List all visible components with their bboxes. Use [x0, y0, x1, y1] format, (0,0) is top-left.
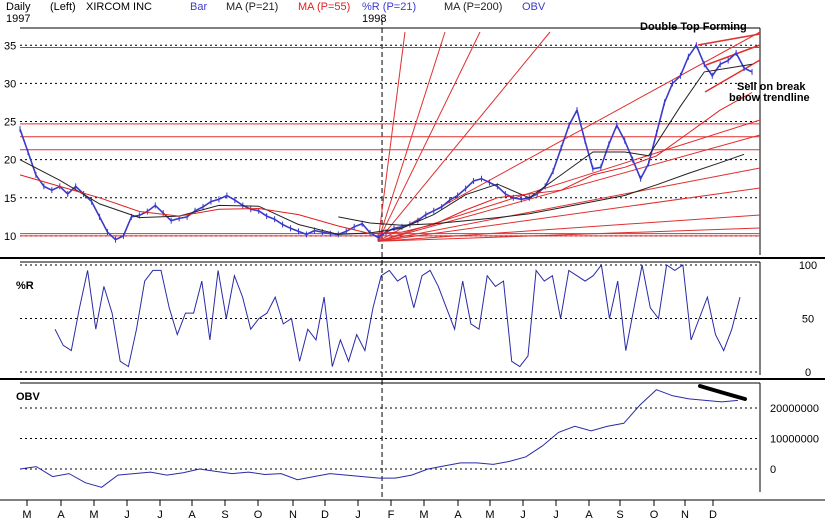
x-tick-label: D: [321, 509, 329, 521]
x-tick-label: A: [454, 509, 462, 521]
x-tick-label: O: [254, 509, 263, 521]
double-top-annotation: Double Top Forming: [640, 21, 747, 33]
obv-tick-label: 10000000: [770, 434, 819, 446]
fan-line: [377, 31, 406, 242]
x-tick-label: M: [419, 509, 428, 521]
fan-line: [378, 227, 761, 242]
ma21-legend: MA (P=21): [226, 1, 278, 13]
x-tick-label: A: [188, 509, 196, 521]
obv-series: [19, 384, 747, 488]
sell-annotation-line1: Sell on break: [737, 81, 806, 93]
fan-line: [377, 31, 481, 242]
x-tick-label: J: [520, 509, 526, 521]
period-label: Daily: [6, 1, 31, 13]
x-tick-label: O: [650, 509, 659, 521]
pr-line: [54, 263, 741, 368]
obv-trend-marker: [698, 384, 747, 401]
x-tick-label: N: [681, 509, 689, 521]
panel-frames: [0, 20, 825, 501]
price-tick-label: 30: [4, 78, 16, 90]
pr-axis-ticks: 100 50 0: [799, 260, 817, 379]
price-series-line: [19, 43, 753, 241]
price-tick-label: 20: [4, 155, 16, 167]
x-tick-label: J: [355, 509, 361, 521]
trend-line: [704, 59, 761, 93]
trend-line: [697, 33, 761, 46]
fan-line: [377, 134, 761, 242]
x-tick-label: J: [124, 509, 130, 521]
sell-annotation-line2: below trendline: [729, 92, 810, 104]
obv-panel-title: OBV: [16, 391, 41, 403]
price-gridlines: [20, 44, 760, 237]
ma55-legend: MA (P=55): [298, 1, 350, 13]
fan-line: [378, 214, 761, 242]
obv-gridlines: [20, 407, 760, 470]
pr-tick-label: 100: [799, 260, 817, 272]
x-tick-label: A: [585, 509, 593, 521]
price-tick-label: 25: [4, 117, 16, 129]
x-tick-label: M: [485, 509, 494, 521]
fan-line: [377, 167, 761, 242]
price-series-line: [19, 92, 753, 235]
x-tick-label: S: [616, 509, 623, 521]
price-axis-ticks: 10 15 20 25 30 35: [4, 40, 16, 243]
bar-legend: Bar: [190, 1, 207, 13]
fan-line: [377, 31, 551, 242]
price-tick-label: 10: [4, 231, 16, 243]
price-series-line: [338, 153, 745, 226]
pr-panel-title: %R: [16, 280, 34, 292]
fan-line: [377, 31, 446, 242]
x-tick-label: F: [388, 509, 395, 521]
x-tick-label: J: [553, 509, 559, 521]
pr-series: [54, 263, 741, 368]
price-tick-label: 15: [4, 193, 16, 205]
x-tick-label: M: [22, 509, 31, 521]
price-series: [19, 42, 753, 243]
ma200-legend: MA (P=200): [444, 1, 502, 13]
year-start-label: 1997: [6, 13, 30, 25]
year-mid-label: 1998: [362, 13, 386, 25]
obv-axis-ticks: 20000000 10000000 0: [770, 403, 819, 476]
x-tick-label: S: [221, 509, 228, 521]
scale-side-label: (Left): [50, 1, 76, 13]
obv-line: [19, 389, 739, 488]
obv-tick-label: 20000000: [770, 403, 819, 415]
x-tick-label: N: [289, 509, 297, 521]
symbol-label: XIRCOM INC: [86, 1, 152, 13]
pr-tick-label: 0: [805, 367, 811, 379]
x-tick-label: J: [157, 509, 163, 521]
price-series-line: [19, 63, 753, 235]
pr-legend: %R (P=21): [362, 1, 416, 13]
price-tick-label: 35: [4, 40, 16, 52]
x-tick-label: M: [89, 509, 98, 521]
pr-tick-label: 50: [802, 314, 814, 326]
pr-gridlines: [20, 264, 760, 373]
obv-legend: OBV: [522, 1, 546, 13]
obv-tick-label: 0: [770, 464, 776, 476]
x-tick-label: A: [57, 509, 65, 521]
x-tick-label: D: [709, 509, 717, 521]
fan-lines: [377, 31, 761, 242]
fan-line: [377, 187, 761, 242]
